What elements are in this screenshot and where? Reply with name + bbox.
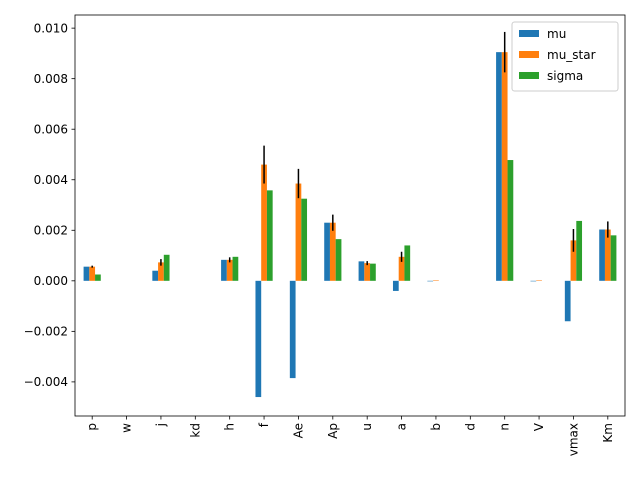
bar-mu-Ap (324, 222, 330, 281)
y-tick-label: −0.004 (24, 375, 68, 389)
bar-mu_star-b (433, 280, 439, 281)
bar-mu_star-h (226, 259, 233, 281)
bar-sigma-p (95, 274, 101, 281)
bar-sigma-vmax (576, 220, 583, 281)
bar-sigma-u (370, 263, 376, 281)
x-tick-label: Km (601, 423, 615, 443)
legend-swatch-sigma (519, 72, 539, 79)
bar-sigma-Ae (301, 198, 308, 281)
plot-frame (74, 14, 626, 417)
x-tick-label: j (154, 423, 168, 427)
x-tick-label: w (120, 423, 134, 433)
bar-mu-Ae (289, 280, 296, 379)
x-tick-label: Ae (291, 423, 305, 438)
bar-mu-Km (599, 229, 605, 281)
bar-mu-vmax (564, 280, 571, 322)
x-tick-label: V (532, 422, 546, 431)
y-tick-label: 0.004 (34, 173, 68, 187)
y-tick-label: −0.002 (24, 325, 68, 339)
x-tick-label: b (429, 423, 443, 431)
bar-mu_star-Ae (295, 183, 302, 281)
bars-group (83, 52, 617, 398)
y-tick-label: 0.008 (34, 72, 68, 86)
bar-sigma-f (266, 190, 273, 281)
y-tick-label: 0.000 (34, 274, 68, 288)
bar-sigma-Ap (335, 239, 342, 281)
bar-mu_star-f (261, 164, 267, 281)
bar-mu_star-V (536, 280, 542, 281)
legend-label-sigma: sigma (547, 69, 583, 83)
bar-mu-u (358, 261, 365, 281)
legend-swatch-mu_star (519, 51, 539, 58)
bar-sigma-j (163, 254, 170, 281)
x-tick-label: vmax (566, 423, 580, 456)
x-tick-label: kd (188, 423, 202, 438)
bar-sigma-n (507, 160, 514, 281)
bar-mu_star-j (158, 262, 164, 281)
legend-label-mu: mu (547, 27, 566, 41)
bar-mu-n (496, 52, 502, 281)
x-tick-label: a (395, 423, 409, 430)
bar-sigma-h (232, 256, 239, 281)
bar-mu_star-Km (604, 229, 611, 281)
bar-sigma-a (404, 245, 411, 281)
y-tick-label: 0.006 (34, 123, 68, 137)
bar-mu-f (255, 280, 262, 398)
x-tick-label: d (463, 423, 477, 431)
x-tick-label: f (257, 422, 271, 427)
bar-mu_star-vmax (570, 240, 577, 281)
bar-mu_star-p (89, 266, 96, 281)
bar-mu_star-u (364, 263, 371, 281)
legend-label-mu_star: mu_star (547, 48, 596, 62)
bar-mu_star-n (501, 52, 508, 281)
bar-sigma-Km (610, 235, 617, 281)
bar-mu-h (221, 259, 227, 281)
bar-mu-V (530, 280, 537, 282)
x-tick-label: h (223, 423, 237, 431)
errorbars-group (91, 31, 609, 268)
x-tick-label: u (360, 423, 374, 431)
bar-mu-p (83, 266, 90, 281)
bar-mu-j (152, 270, 159, 281)
x-tick-label: n (498, 423, 512, 431)
y-axis: 0.010 0.008 0.006 0.004 0.002 0.000 −0.002 −0.0… (24, 21, 75, 389)
x-tick-label: Ap (326, 423, 340, 439)
y-tick-label: 0.010 (34, 21, 68, 35)
legend-swatch-mu (519, 30, 539, 37)
bar-mu_star-Ap (329, 222, 336, 281)
x-tick-label: p (85, 423, 99, 431)
bar-mu-b (427, 280, 434, 282)
bar-mu-a (392, 280, 399, 291)
bar-mu_star-a (398, 256, 405, 281)
y-tick-label: 0.002 (34, 224, 68, 238)
